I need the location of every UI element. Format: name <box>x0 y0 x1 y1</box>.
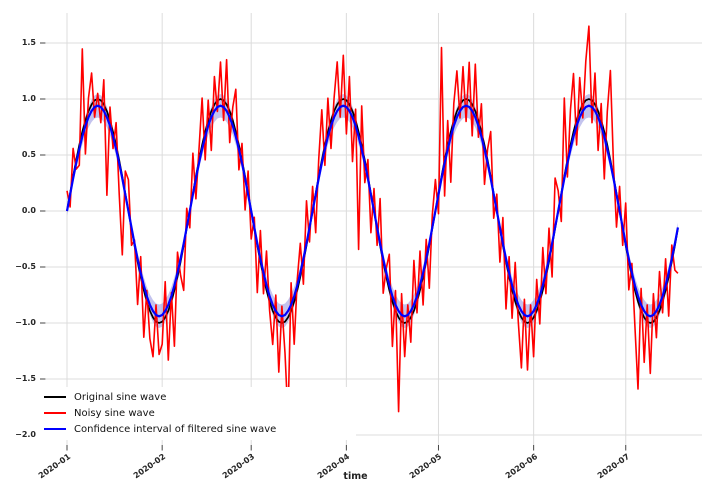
legend-item-confidence: Confidence interval of filtered sine wav… <box>38 421 356 437</box>
y-tick-label: −1.0 <box>15 318 36 327</box>
noisy-sine-line <box>66 25 679 420</box>
legend-label: Original sine wave <box>74 391 167 403</box>
legend-item-original: Original sine wave <box>38 389 356 405</box>
y-tick-label: −1.5 <box>15 374 36 383</box>
noisy-line-swatch <box>44 411 66 415</box>
filtered-sine-line <box>65 104 679 318</box>
original-line-swatch <box>44 395 66 399</box>
y-tick-label: −0.5 <box>15 262 36 271</box>
y-tick-label: 1.5 <box>21 38 36 47</box>
x-axis-title: time <box>343 471 368 482</box>
y-tick-label: 1.0 <box>21 94 36 103</box>
legend-item-noisy: Noisy sine wave <box>38 405 356 421</box>
filtered-line-swatch <box>44 427 66 431</box>
y-tick-label: 0.0 <box>21 206 36 215</box>
legend-label: Confidence interval of filtered sine wav… <box>74 423 277 435</box>
legend: Original sine wave Noisy sine wave Confi… <box>38 387 356 440</box>
y-tick-label: 0.5 <box>21 150 36 159</box>
legend-label: Noisy sine wave <box>74 407 155 419</box>
y-tick-label: −2.0 <box>15 430 36 439</box>
